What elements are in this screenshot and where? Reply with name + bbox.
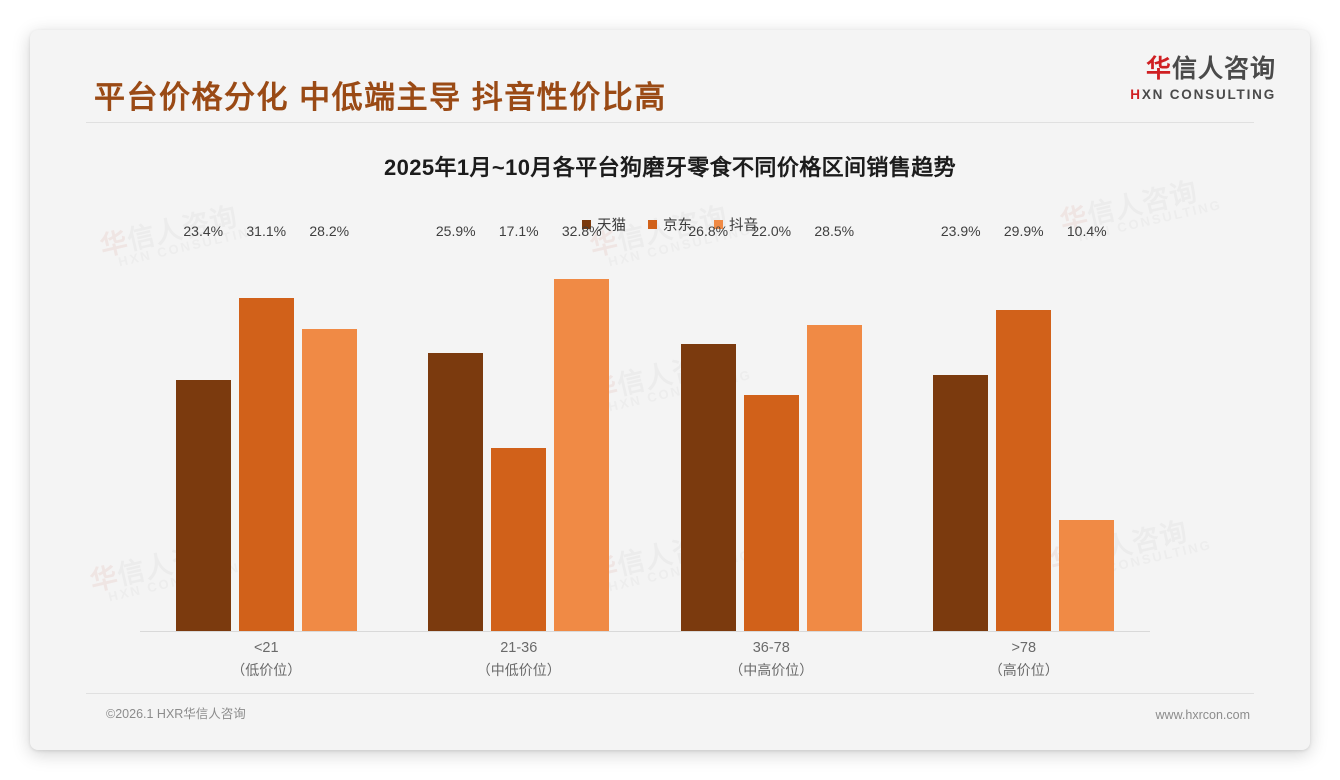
bar-group-<21: 23.4% 31.1% 28.2% <box>140 223 393 631</box>
bar-column: 25.9% <box>428 223 484 631</box>
company-logo: 华信人咨询 HXN CONSULTING <box>1130 57 1276 102</box>
x-axis-label-main: <21 <box>253 640 279 656</box>
bar-value-label: 22.0% <box>751 223 792 239</box>
chart-title: 2025年1月~10月各平台狗磨牙零食不同价格区间销售趋势 <box>383 155 957 180</box>
logo-accent-char: 华 <box>1145 55 1172 83</box>
bar-value-label: 25.9% <box>435 223 476 239</box>
bar-group-36-78: 26.8% 22.0% 28.5% <box>645 223 898 631</box>
logo-cn-rest: 信人咨询 <box>1171 55 1276 83</box>
x-axis-label-main: >78 <box>1011 640 1037 656</box>
legend-item-抖音[interactable]: 抖音 <box>714 214 758 235</box>
x-axis-label->78: >78 （高价位） <box>898 638 1151 681</box>
x-axis-line <box>140 631 1150 632</box>
bar-抖音->78[interactable]: 10.4% <box>1059 223 1115 631</box>
bar-天猫-21-36[interactable]: 25.9% <box>428 223 484 631</box>
logo-en-rest: XN CONSULTING <box>1141 87 1276 102</box>
footer-divider <box>86 693 1254 694</box>
bar-column: 31.1% <box>238 223 294 631</box>
legend-swatch-icon <box>648 220 657 229</box>
bar-column: 23.4% <box>175 223 231 631</box>
bar-column: 17.1% <box>491 223 547 631</box>
x-axis-label-main: 36-78 <box>752 640 790 656</box>
bar-group-21-36: 25.9% 17.1% 32.8% <box>393 223 646 631</box>
x-axis-label-sub: （中低价位） <box>476 661 561 678</box>
x-axis-label-sub: （中高价位） <box>729 661 814 678</box>
bar-抖音-21-36[interactable]: 32.8% <box>554 223 610 631</box>
bar-group->78: 23.9% 29.9% 10.4% <box>898 223 1151 631</box>
slide-card: 华信人咨询 HXN CONSULTING 华信人咨询 HXN CONSULTIN… <box>30 30 1310 750</box>
legend-label: 天猫 <box>597 218 626 234</box>
chart-legend: 天猫 京东 抖音 <box>30 214 1310 235</box>
legend-label: 抖音 <box>729 218 758 234</box>
chart-plot-area: 23.4% 31.1% 28.2% 25.9% 17.1% 32.8% 26.8% 22.0%… <box>140 223 1151 631</box>
bar-天猫->78[interactable]: 23.9% <box>933 223 989 631</box>
bar-京东-<21[interactable]: 31.1% <box>238 223 294 631</box>
bar-value-label: 26.8% <box>688 223 729 239</box>
bar-column: 26.8% <box>680 223 736 631</box>
bar-value-label: 31.1% <box>246 223 287 239</box>
bar-column: 29.9% <box>996 223 1052 631</box>
legend-item-天猫[interactable]: 天猫 <box>582 214 626 235</box>
legend-item-京东[interactable]: 京东 <box>648 214 692 235</box>
bar-value-label: 10.4% <box>1066 223 1107 239</box>
x-axis-labels: <21 （低价位） 21-36 （中低价位） 36-78 （中高价位） >78 （高价位） <box>140 638 1150 681</box>
logo-en-accent: H <box>1130 87 1142 102</box>
bar-value-label: 17.1% <box>498 223 539 239</box>
bar-column: 28.5% <box>806 223 862 631</box>
x-axis-label-main: 21-36 <box>500 640 538 656</box>
page-title: 平台价格分化 中低端主导 抖音性价比高 <box>94 80 667 115</box>
bar-column: 32.8% <box>554 223 610 631</box>
bar-value-label: 28.5% <box>814 223 855 239</box>
bar-value-label: 23.4% <box>183 223 224 239</box>
bar-天猫-36-78[interactable]: 26.8% <box>680 223 736 631</box>
bar-column: 10.4% <box>1059 223 1115 631</box>
watermark-accent: 华 <box>87 561 122 597</box>
header-divider <box>86 122 1254 123</box>
bar-天猫-<21[interactable]: 23.4% <box>175 223 231 631</box>
bar-value-label: 32.8% <box>561 223 602 239</box>
x-axis-label-36-78: 36-78 （中高价位） <box>645 638 898 681</box>
x-axis-label-<21: <21 （低价位） <box>140 638 393 681</box>
bar-京东-36-78[interactable]: 22.0% <box>743 223 799 631</box>
legend-swatch-icon <box>714 220 723 229</box>
bar-value-label: 29.9% <box>1003 223 1044 239</box>
x-axis-label-21-36: 21-36 （中低价位） <box>393 638 646 681</box>
footer-website[interactable]: www.hxrcon.com <box>1155 708 1250 722</box>
bar-京东->78[interactable]: 29.9% <box>996 223 1052 631</box>
bar-抖音-<21[interactable]: 28.2% <box>301 223 357 631</box>
bar-抖音-36-78[interactable]: 28.5% <box>806 223 862 631</box>
bar-京东-21-36[interactable]: 17.1% <box>491 223 547 631</box>
x-axis-label-sub: （低价位） <box>231 661 302 678</box>
bar-column: 22.0% <box>743 223 799 631</box>
slide-header: 平台价格分化 中低端主导 抖音性价比高 华信人咨询 HXN CONSULTING <box>30 30 1310 122</box>
bar-column: 23.9% <box>933 223 989 631</box>
footer-copyright: ©2026.1 HXR华信人咨询 <box>106 707 246 721</box>
legend-swatch-icon <box>582 220 591 229</box>
legend-label: 京东 <box>663 218 692 234</box>
x-axis-label-sub: （高价位） <box>988 661 1059 678</box>
bar-column: 28.2% <box>301 223 357 631</box>
bar-value-label: 23.9% <box>940 223 981 239</box>
bar-value-label: 28.2% <box>309 223 350 239</box>
